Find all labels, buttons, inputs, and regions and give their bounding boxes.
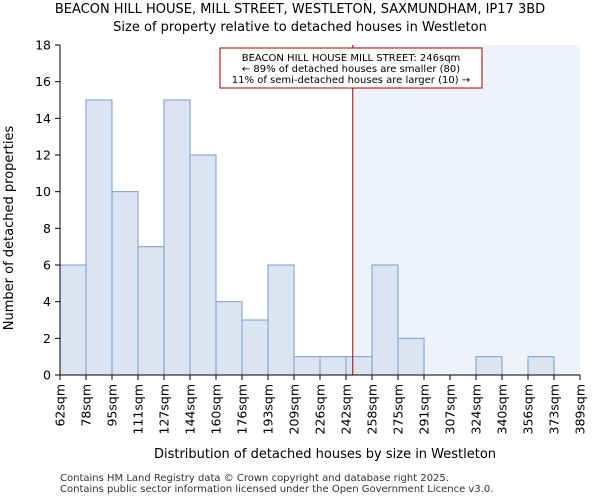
y-ticks: 0 2 4 6 8 10 12 14 16 18: [35, 38, 60, 383]
y-tick-label: 18: [35, 38, 51, 53]
bar-62sqm: [59, 264, 87, 376]
annotation-line-3: 11% of semi-detached houses are larger (…: [232, 75, 470, 86]
x-tick-label: 373sqm: [547, 384, 562, 434]
x-ticks: 62sqm 78sqm 95sqm 111sqm 127sqm 144sqm 160sqm 1…: [53, 375, 588, 434]
x-tick-label: 176sqm: [235, 384, 250, 434]
annotation-box: BEACON HILL HOUSE MILL STREET: 246sqm ← …: [219, 47, 483, 89]
x-tick-label: 324sqm: [469, 384, 484, 434]
x-tick-label: 307sqm: [443, 384, 458, 434]
bar-356sqm: [527, 356, 555, 376]
x-tick-label: 62sqm: [53, 384, 68, 427]
x-tick-label: 160sqm: [209, 384, 224, 434]
footer-attribution-1: Contains HM Land Registry data © Crown c…: [60, 473, 449, 484]
footer-attribution-2: Contains public sector information licen…: [60, 484, 494, 495]
bar-144sqm: [189, 154, 217, 376]
x-tick-label: 78sqm: [79, 384, 94, 427]
bar-127sqm: [163, 99, 191, 376]
annotation-border: [219, 47, 483, 89]
x-tick-label: 356sqm: [521, 384, 536, 434]
y-tick-label: 0: [43, 368, 51, 383]
x-tick-label: 95sqm: [105, 384, 120, 427]
y-tick-label: 10: [35, 184, 51, 199]
bar-258sqm: [371, 264, 399, 376]
x-tick-label: 242sqm: [339, 384, 354, 434]
y-tick-label: 6: [43, 258, 51, 273]
chart-subtitle: Size of property relative to detached ho…: [113, 20, 487, 35]
y-tick-label: 2: [43, 331, 51, 346]
x-tick-label: 340sqm: [495, 384, 510, 434]
chart-title: BEACON HILL HOUSE, MILL STREET, WESTLETO…: [55, 2, 545, 17]
x-tick-label: 144sqm: [183, 384, 198, 434]
x-tick-label: 258sqm: [365, 384, 380, 434]
bar-324sqm: [475, 356, 503, 376]
y-axis-label: Number of detached properties: [2, 126, 17, 331]
y-tick-label: 16: [35, 74, 51, 89]
bar-209sqm: [293, 356, 321, 376]
y-tick-label: 8: [43, 221, 51, 236]
x-tick-label: 111sqm: [131, 384, 146, 434]
annotation-line-1: BEACON HILL HOUSE MILL STREET: 246sqm: [242, 53, 461, 64]
bar-242sqm: [345, 356, 373, 376]
bar-78sqm: [85, 99, 113, 376]
annotation-line-2: ← 89% of detached houses are smaller (80…: [242, 64, 460, 75]
bar-95sqm: [111, 191, 139, 376]
x-tick-label: 209sqm: [287, 384, 302, 434]
x-tick-label: 389sqm: [573, 384, 588, 434]
x-tick-label: 127sqm: [157, 384, 172, 434]
x-tick-label: 275sqm: [391, 384, 406, 434]
x-tick-label: 193sqm: [261, 384, 276, 434]
bar-111sqm: [137, 246, 165, 376]
x-tick-label: 226sqm: [313, 384, 328, 434]
x-tick-label: 291sqm: [417, 384, 432, 434]
bar-176sqm: [241, 319, 269, 376]
bar-160sqm: [215, 301, 243, 376]
bar-193sqm: [267, 264, 295, 376]
y-tick-label: 12: [35, 148, 51, 163]
x-axis-label: Distribution of detached houses by size …: [154, 447, 496, 462]
bar-275sqm: [397, 337, 425, 376]
y-tick-label: 14: [35, 111, 51, 126]
y-tick-label: 4: [43, 294, 51, 309]
bars: [59, 99, 555, 376]
bar-226sqm: [319, 356, 347, 376]
